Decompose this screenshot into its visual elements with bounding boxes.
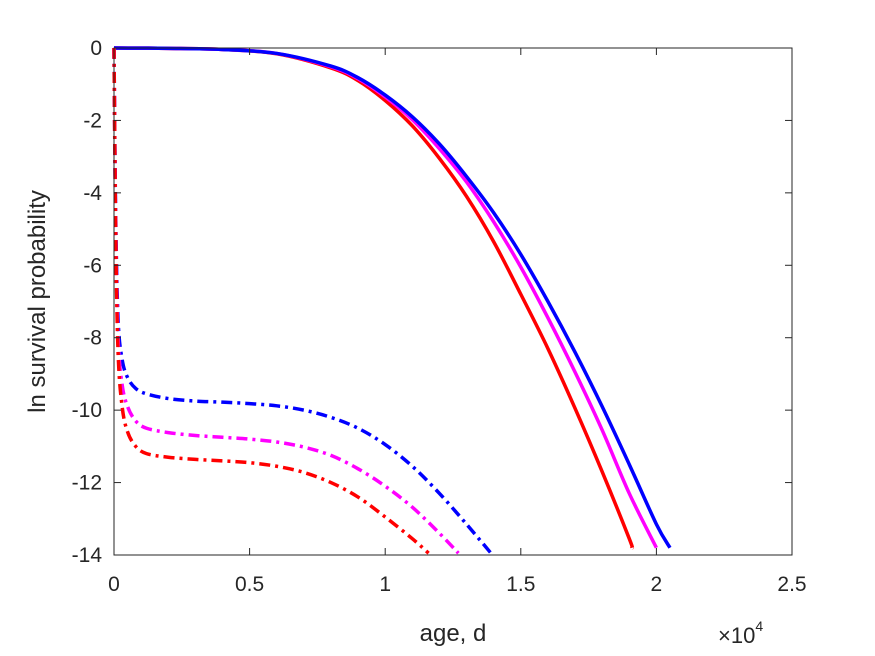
series-line-1 (113, 46, 635, 550)
x-axis-multiplier-base: ×10 (718, 623, 755, 648)
x-tick-label: 0 (108, 573, 120, 596)
x-tick-label: 1 (379, 573, 391, 596)
series-line-5 (112, 47, 460, 555)
y-tick-label: -14 (72, 544, 103, 567)
x-tick-label: 2.5 (777, 573, 806, 596)
y-tick-label: -8 (83, 327, 102, 350)
series-line-2 (113, 46, 658, 549)
series-layer (112, 46, 672, 555)
x-axis-multiplier: ×104 (718, 618, 763, 648)
x-axis-label: age, d (420, 620, 487, 647)
x-tick-label: 0.5 (235, 573, 264, 596)
ticks-layer: 0 0.5 1 1.5 2 2.5 0 -2 -4 -6 -8 -10 -12 -14 (72, 37, 807, 596)
y-axis-label: ln survival probability (24, 190, 51, 413)
x-axis-multiplier-exponent: 4 (755, 618, 763, 634)
series-line-6 (112, 47, 430, 555)
plot-area-frame (113, 47, 793, 556)
series-line-3 (113, 46, 672, 549)
y-tick-label: -2 (83, 109, 102, 132)
y-tick-label: 0 (90, 37, 102, 60)
y-tick-label: -10 (72, 399, 102, 422)
x-tick-label: 2 (651, 573, 663, 596)
series-line-4 (112, 47, 493, 555)
y-tick-label: -12 (72, 472, 102, 495)
y-tick-label: -4 (83, 182, 102, 205)
y-tick-label: -6 (83, 254, 102, 277)
x-tick-label: 1.5 (506, 573, 535, 596)
